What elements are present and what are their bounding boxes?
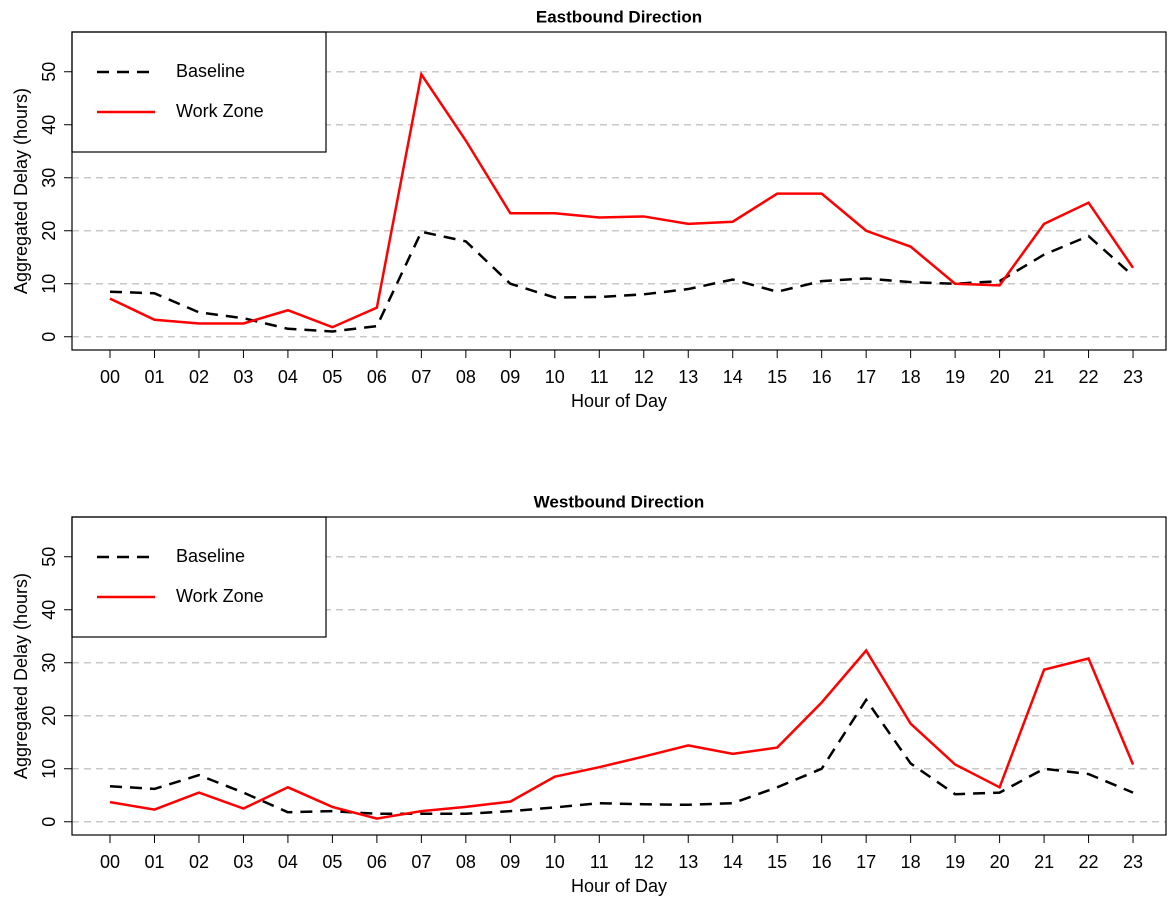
y-axis-label: Aggregated Delay (hours): [11, 573, 31, 779]
y-tick-label: 10: [39, 759, 59, 779]
x-tick-label: 12: [634, 852, 654, 872]
x-tick-label: 20: [990, 367, 1010, 387]
y-axis-label: Aggregated Delay (hours): [11, 88, 31, 294]
x-tick-label: 10: [545, 367, 565, 387]
x-tick-label: 16: [812, 852, 832, 872]
x-tick-label: 02: [189, 367, 209, 387]
x-tick-label: 00: [100, 852, 120, 872]
x-tick-label: 01: [144, 367, 164, 387]
x-tick-label: 19: [945, 367, 965, 387]
x-tick-label: 07: [411, 367, 431, 387]
x-tick-label: 17: [856, 852, 876, 872]
y-tick-label: 50: [39, 547, 59, 567]
chart-title: Westbound Direction: [534, 492, 705, 511]
x-tick-label: 02: [189, 852, 209, 872]
x-tick-label: 13: [678, 852, 698, 872]
legend-label: Baseline: [176, 61, 245, 81]
x-axis-label: Hour of Day: [571, 391, 667, 411]
x-axis-label: Hour of Day: [571, 876, 667, 896]
x-tick-label: 09: [500, 367, 520, 387]
x-tick-label: 17: [856, 367, 876, 387]
legend-label: Work Zone: [176, 586, 264, 606]
x-tick-label: 05: [322, 367, 342, 387]
x-tick-label: 19: [945, 852, 965, 872]
x-tick-label: 09: [500, 852, 520, 872]
legend-box: [71, 516, 327, 638]
x-tick-label: 01: [144, 852, 164, 872]
y-tick-label: 30: [39, 168, 59, 188]
x-tick-label: 16: [812, 367, 832, 387]
x-tick-label: 14: [723, 367, 743, 387]
legend-box: [71, 31, 327, 153]
y-tick-label: 0: [39, 817, 59, 827]
x-tick-label: 11: [590, 852, 609, 872]
x-tick-label: 20: [990, 852, 1010, 872]
x-tick-label: 23: [1123, 367, 1143, 387]
y-tick-label: 30: [39, 653, 59, 673]
x-tick-label: 22: [1079, 367, 1099, 387]
x-tick-label: 08: [456, 852, 476, 872]
x-tick-label: 23: [1123, 852, 1143, 872]
x-tick-label: 12: [634, 367, 654, 387]
x-tick-label: 05: [322, 852, 342, 872]
x-tick-label: 08: [456, 367, 476, 387]
y-tick-label: 20: [39, 706, 59, 726]
chart-title: Eastbound Direction: [536, 7, 702, 26]
y-tick-label: 0: [39, 332, 59, 342]
x-tick-label: 15: [767, 367, 787, 387]
legend-label: Work Zone: [176, 101, 264, 121]
x-tick-label: 07: [411, 852, 431, 872]
x-tick-label: 10: [545, 852, 565, 872]
plot-frame: [71, 516, 1167, 836]
x-tick-label: 04: [278, 367, 298, 387]
x-tick-label: 04: [278, 852, 298, 872]
x-tick-label: 22: [1079, 852, 1099, 872]
x-tick-label: 21: [1034, 852, 1054, 872]
x-tick-label: 03: [233, 852, 253, 872]
x-tick-label: 00: [100, 367, 120, 387]
x-tick-label: 06: [367, 367, 387, 387]
plot-frame: [71, 31, 1167, 351]
y-tick-label: 50: [39, 62, 59, 82]
x-tick-label: 21: [1034, 367, 1054, 387]
x-tick-label: 06: [367, 852, 387, 872]
x-tick-label: 18: [901, 367, 921, 387]
series-line: [109, 71, 1135, 329]
y-tick-label: 40: [39, 115, 59, 135]
x-tick-label: 14: [723, 852, 743, 872]
y-tick-label: 20: [39, 221, 59, 241]
x-tick-label: 15: [767, 852, 787, 872]
x-tick-label: 18: [901, 852, 921, 872]
y-tick-label: 10: [39, 274, 59, 294]
x-tick-label: 11: [590, 367, 609, 387]
x-tick-label: 13: [678, 367, 698, 387]
series-line: [109, 648, 1135, 820]
legend-label: Baseline: [176, 546, 245, 566]
y-tick-label: 40: [39, 600, 59, 620]
series-line: [109, 697, 1134, 816]
x-tick-label: 03: [233, 367, 253, 387]
